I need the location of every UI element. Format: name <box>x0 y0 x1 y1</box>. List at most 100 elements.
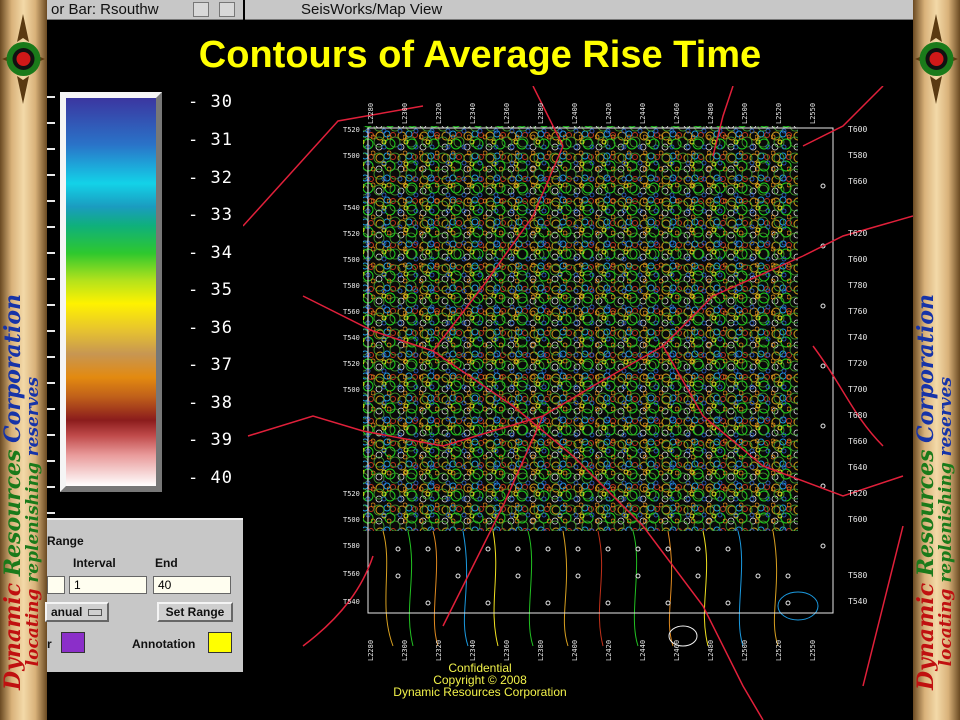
trace-label: T600 <box>848 125 867 134</box>
trace-label: T500 <box>343 516 360 524</box>
trace-label: T680 <box>848 411 867 420</box>
scale-label: - 39 <box>188 430 233 450</box>
line-label: L2460 <box>673 103 681 124</box>
line-label: L2500 <box>741 640 749 661</box>
line-label: L2520 <box>775 640 783 661</box>
copyright-footer: Confidential Copyright © 2008 Dynamic Re… <box>340 662 620 698</box>
line-label: L2300 <box>401 640 409 661</box>
lower-contours <box>382 530 819 647</box>
trace-label: T720 <box>848 359 867 368</box>
colorbar-ticks <box>47 92 57 522</box>
interval-label: Interval <box>73 556 116 570</box>
range-heading: Range <box>47 534 84 548</box>
trace-label: T640 <box>848 463 867 472</box>
start-field[interactable] <box>47 576 65 594</box>
annotation-swatch-button[interactable] <box>208 632 232 653</box>
window-menu-button[interactable] <box>193 2 209 17</box>
line-label: L2360 <box>503 640 511 661</box>
line-label: L2520 <box>775 103 783 124</box>
annotation-label: Annotation <box>132 637 196 651</box>
trace-label: T520 <box>343 230 360 238</box>
line-label: L2380 <box>537 640 545 661</box>
line-label: L2440 <box>639 640 647 661</box>
trace-label: T620 <box>848 229 867 238</box>
scale-label: - 35 <box>188 280 233 300</box>
trace-label: T540 <box>848 597 867 606</box>
scale-label: - 32 <box>188 168 233 188</box>
line-label: L2340 <box>469 103 477 124</box>
scale-label: - 33 <box>188 205 233 225</box>
scale-label: - 40 <box>188 468 233 488</box>
line-label: L2360 <box>503 103 511 124</box>
lease-boundaries <box>243 86 913 720</box>
survey-grid-frame <box>367 127 834 614</box>
color-scale-bar <box>60 92 162 492</box>
line-label: L2480 <box>707 640 715 661</box>
trace-label: T580 <box>848 571 867 580</box>
color-scale-labels: - 30 - 31 - 32 - 33 - 34 - 35 - 36 - 37 … <box>188 90 244 490</box>
trace-label: T660 <box>848 177 867 186</box>
line-label: L2320 <box>435 103 443 124</box>
set-range-button[interactable]: Set Range <box>157 602 233 622</box>
mapview-window-titlebar[interactable]: SeisWorks/Map View <box>245 0 913 20</box>
trace-label: T520 <box>343 490 360 498</box>
trace-label: T540 <box>343 334 360 342</box>
contour-map-canvas[interactable]: L2280 L2300 L2320 L2340 L2360 L2380 L240… <box>243 86 913 720</box>
line-label: L2340 <box>469 640 477 661</box>
brand-vertical-text: Dynamic Resources Corporation locating r… <box>913 294 956 690</box>
window-maximize-button[interactable] <box>219 2 235 17</box>
trace-label: T620 <box>848 489 867 498</box>
trace-label: T520 <box>343 126 360 134</box>
colorbar-window-titlebar[interactable]: or Bar: Rsouthw <box>47 0 243 20</box>
trace-label: T600 <box>848 255 867 264</box>
trace-label: T760 <box>848 307 867 316</box>
top-line-labels: L2280 L2300 L2320 L2340 L2360 L2380 L240… <box>367 103 817 124</box>
window-title: or Bar: Rsouthw <box>51 1 159 18</box>
trace-label: T580 <box>848 151 867 160</box>
line-label: L2440 <box>639 103 647 124</box>
line-label: L2460 <box>673 640 681 661</box>
trace-label: T580 <box>343 282 360 290</box>
scale-label: - 31 <box>188 130 233 150</box>
line-label: L2550 <box>809 103 817 124</box>
trace-label: T520 <box>343 360 360 368</box>
line-label: L2420 <box>605 103 613 124</box>
compass-logo-icon <box>2 14 45 104</box>
trace-label: T560 <box>343 308 360 316</box>
line-label: L2280 <box>367 103 375 124</box>
line-label: L2280 <box>367 640 375 661</box>
option-menu-icon <box>87 609 102 617</box>
confidential-text: Confidential <box>448 661 512 675</box>
company-text: Dynamic Resources Corporation <box>393 685 567 699</box>
trace-label: T780 <box>848 281 867 290</box>
trace-label: T500 <box>343 152 360 160</box>
line-label: L2400 <box>571 640 579 661</box>
color-label: r <box>47 637 52 651</box>
trace-label: T740 <box>848 333 867 342</box>
interval-field[interactable] <box>69 576 147 594</box>
color-gradient <box>66 98 156 486</box>
window-title: SeisWorks/Map View <box>301 1 443 18</box>
trace-label: T700 <box>848 385 867 394</box>
scale-label: - 37 <box>188 355 233 375</box>
scale-label: - 38 <box>188 393 233 413</box>
end-label: End <box>155 556 178 570</box>
trace-label: T540 <box>343 598 360 606</box>
line-label: L2320 <box>435 640 443 661</box>
left-brand-banner: Dynamic Resources Corporation locating r… <box>0 0 47 720</box>
end-field[interactable] <box>153 576 231 594</box>
page-title: Contours of Average Rise Time <box>47 20 913 90</box>
mode-option-menu[interactable]: anual <box>45 602 109 622</box>
compass-logo-icon <box>915 14 958 104</box>
line-label: L2400 <box>571 103 579 124</box>
line-label: L2480 <box>707 103 715 124</box>
color-swatch-button[interactable] <box>61 632 85 653</box>
line-label: L2420 <box>605 640 613 661</box>
trace-label: T500 <box>343 386 360 394</box>
right-brand-banner: Dynamic Resources Corporation locating r… <box>913 0 960 720</box>
copyright-text: Copyright © 2008 <box>433 673 527 687</box>
trace-label: T580 <box>343 542 360 550</box>
trace-label: T600 <box>848 515 867 524</box>
line-label: L2550 <box>809 640 817 661</box>
line-label: L2300 <box>401 103 409 124</box>
